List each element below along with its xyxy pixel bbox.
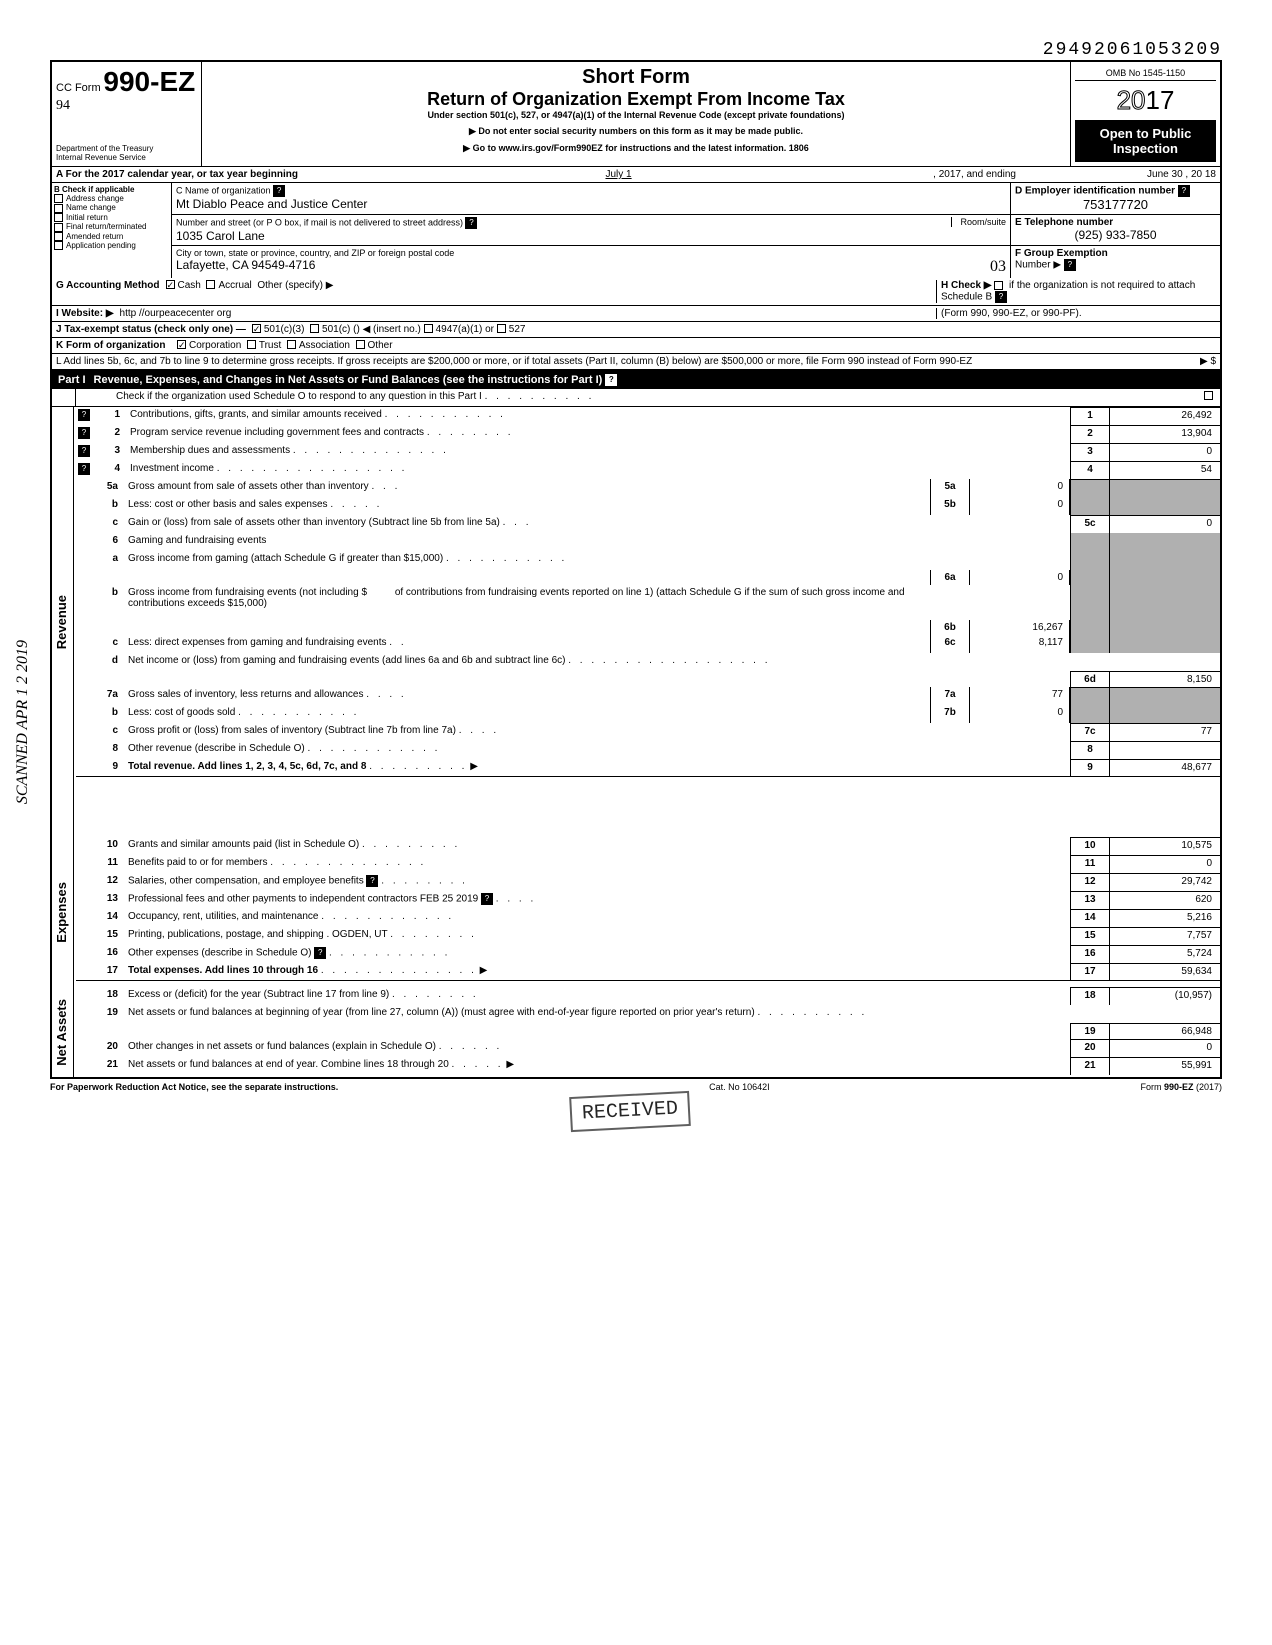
part1-header: Part I Revenue, Expenses, and Changes in… bbox=[50, 371, 1222, 389]
row-a: A For the 2017 calendar year, or tax yea… bbox=[50, 166, 1222, 183]
scanned-stamp: SCANNED APR 1 2 2019 bbox=[14, 640, 32, 804]
form-prefix: CC Form bbox=[56, 82, 101, 94]
stamp-received: RECEIVED bbox=[569, 1091, 691, 1132]
title-short: Short Form bbox=[210, 66, 1062, 89]
form-header: CC Form 990-EZ 94 Department of the Trea… bbox=[50, 60, 1222, 166]
ein-label: D Employer identification number bbox=[1015, 185, 1216, 197]
info-grid: B Check if applicable Address change Nam… bbox=[50, 183, 1222, 278]
box-b-title: B Check if applicable bbox=[54, 185, 169, 194]
help-icon bbox=[273, 185, 285, 197]
website: http //ourpeacecenter org bbox=[120, 308, 232, 319]
org-city: Lafayette, CA 94549-4716 bbox=[176, 258, 315, 272]
phone-label: E Telephone number bbox=[1015, 217, 1216, 228]
ein-value: 753177720 bbox=[1015, 197, 1216, 212]
c-name-label: C Name of organization bbox=[176, 185, 271, 195]
revenue-table: Check if the organization used Schedule … bbox=[50, 389, 1222, 1079]
omb: OMB No 1545-1150 bbox=[1075, 66, 1216, 81]
phone-value: (925) 933-7850 bbox=[1015, 228, 1216, 242]
org-addr: 1035 Carol Lane bbox=[176, 229, 1006, 243]
open-public: Open to Public Inspection bbox=[1075, 120, 1216, 162]
subtitle: Under section 501(c), 527, or 4947(a)(1)… bbox=[210, 110, 1062, 120]
title-main: Return of Organization Exempt From Incom… bbox=[210, 89, 1062, 110]
header-id: 29492061053209 bbox=[50, 40, 1222, 60]
goto-line: ▶ Go to www.irs.gov/Form990EZ for instru… bbox=[210, 143, 1062, 154]
irs: Internal Revenue Service bbox=[56, 153, 197, 162]
form-number: 990-EZ bbox=[103, 66, 195, 97]
org-name: Mt Diablo Peace and Justice Center bbox=[176, 197, 1006, 211]
ssn-warn: ▶ Do not enter social security numbers o… bbox=[210, 126, 1062, 137]
year: 2017 bbox=[1075, 81, 1216, 120]
dept: Department of the Treasury bbox=[56, 144, 197, 153]
